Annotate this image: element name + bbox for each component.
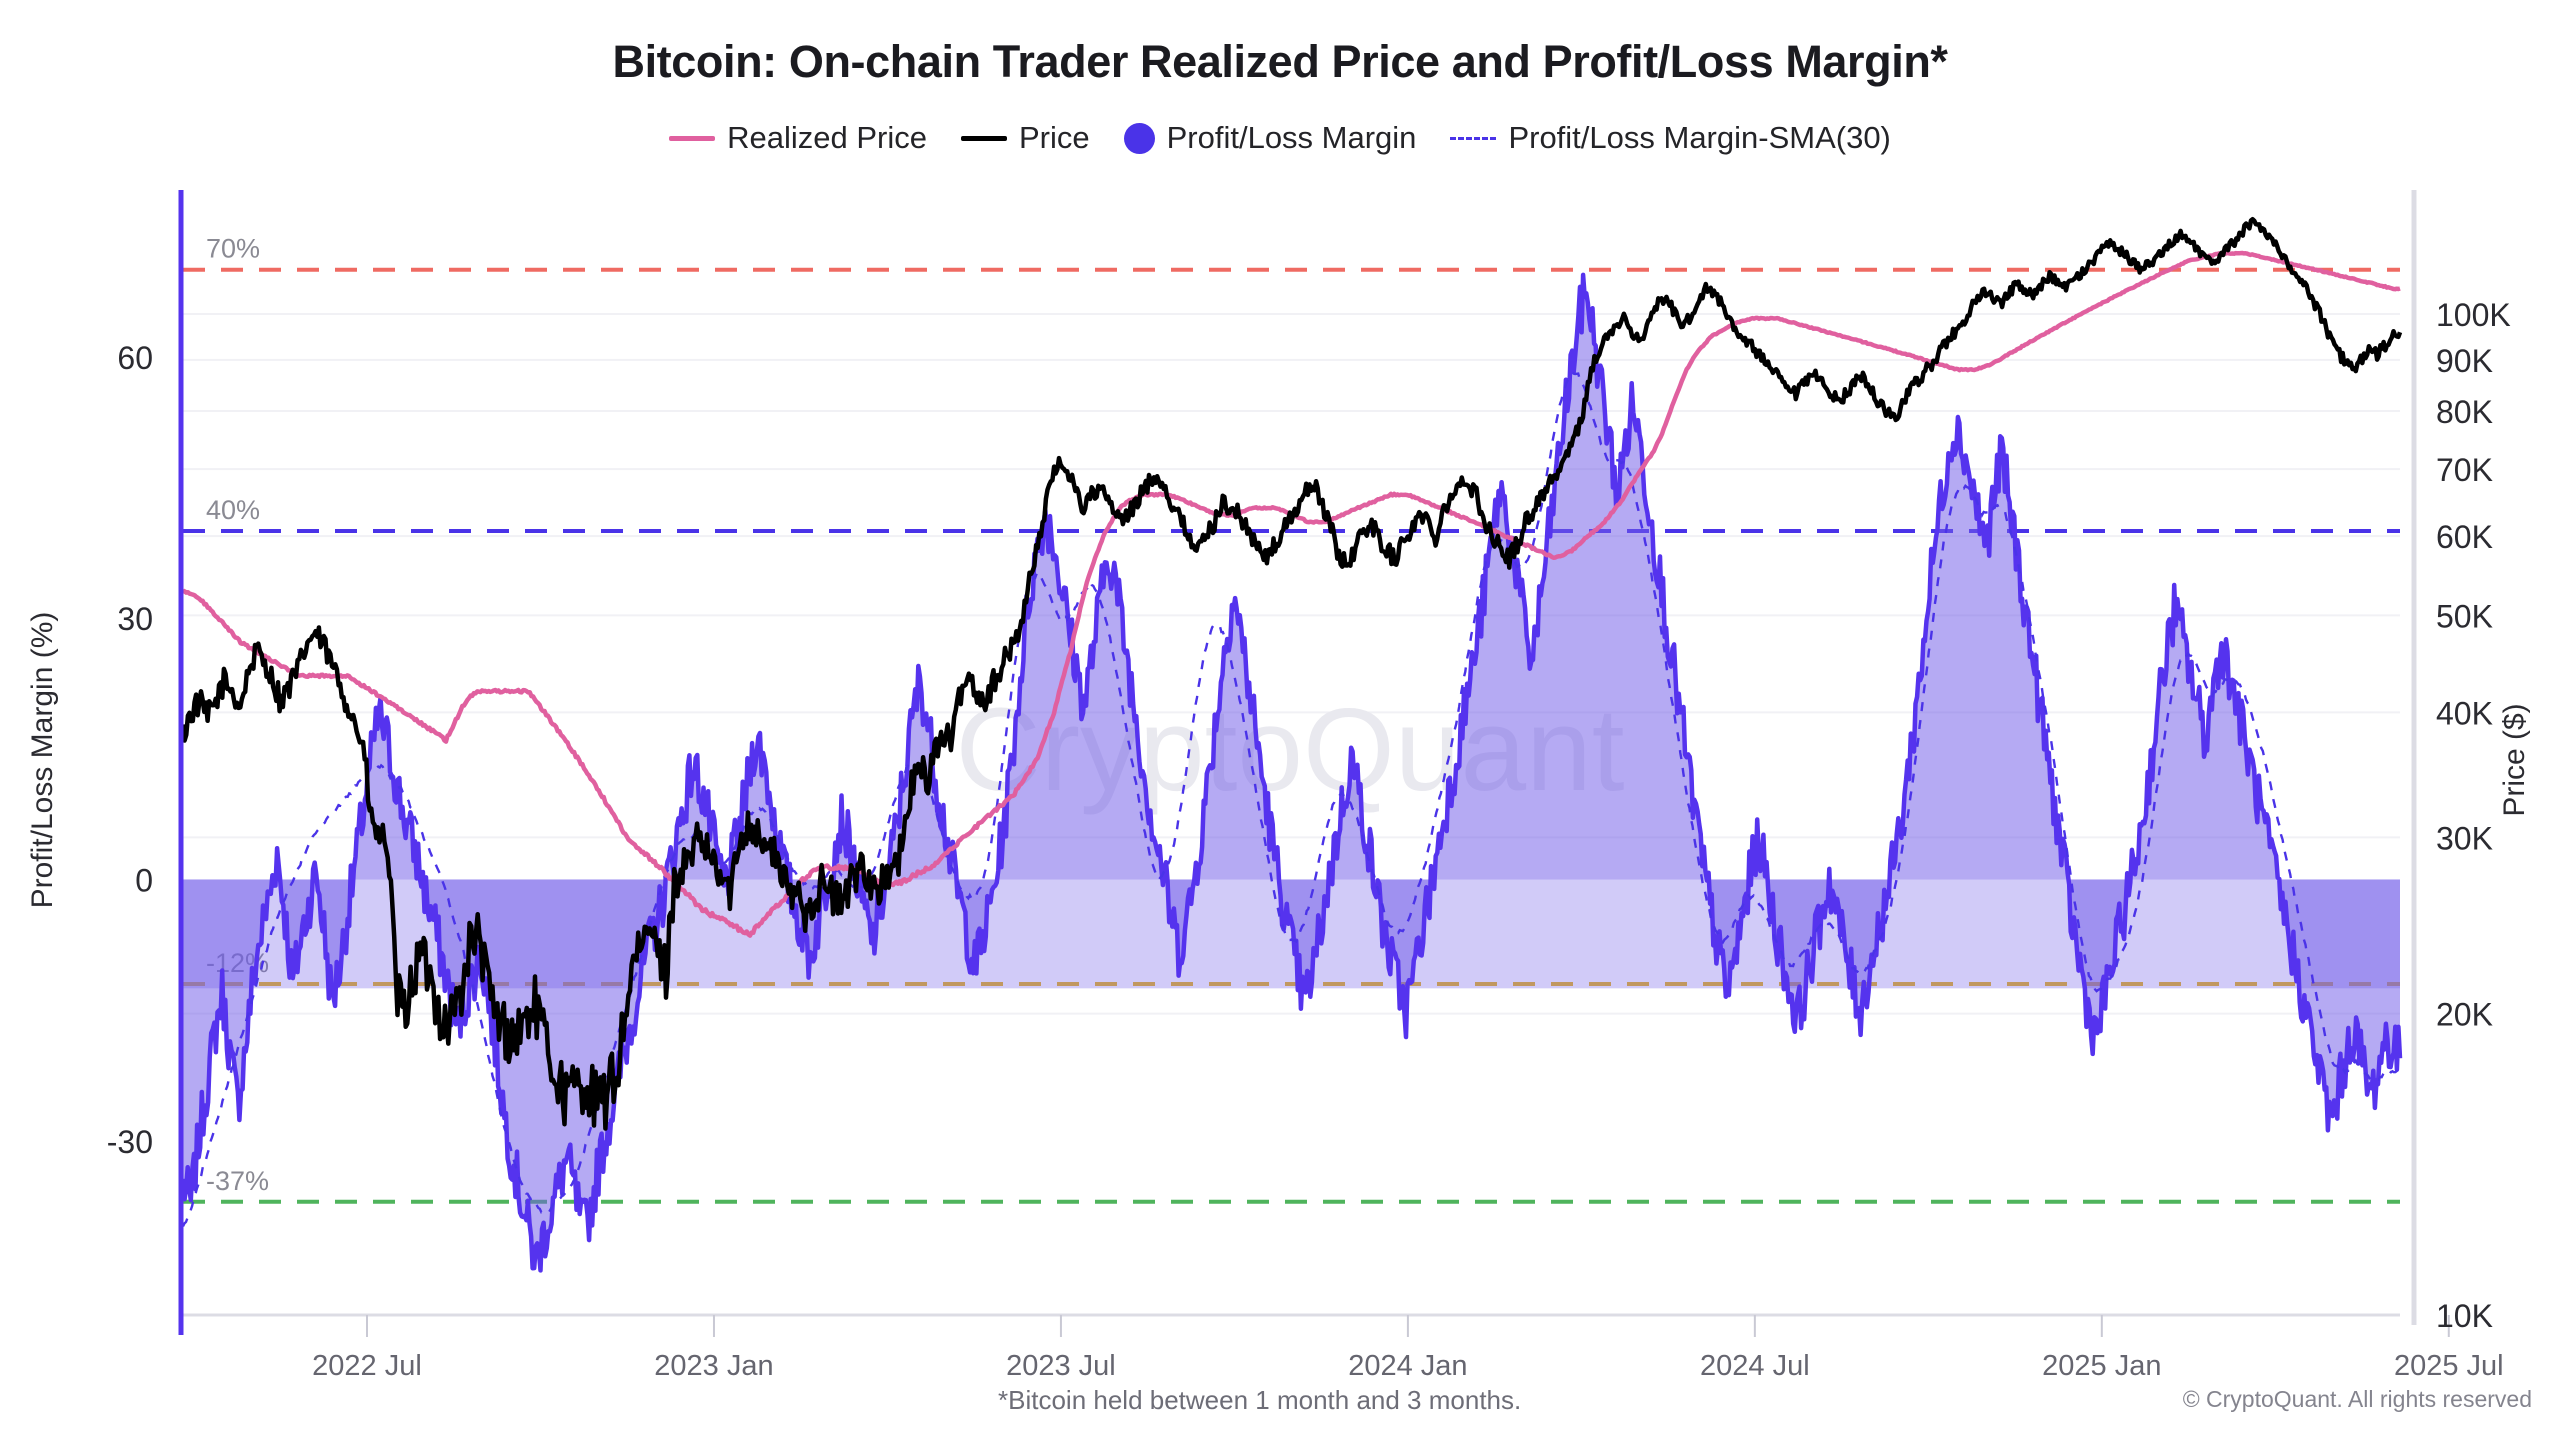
legend-label: Price	[1018, 120, 1090, 155]
copyright: © CryptoQuant. All rights reserved	[2182, 1386, 2532, 1412]
x-tick-label: 2025 Jul	[2394, 1350, 2504, 1382]
margin-area	[183, 274, 2400, 1271]
legend-item-profit-loss-margin-sma[interactable]: Profit/Loss Margin-SMA(30)	[1450, 120, 1891, 156]
margin-sma-line	[181, 371, 2401, 1227]
threshold-label: -37%	[206, 1166, 269, 1196]
axis-labels: 60 30 0 -30 Profit/Loss Margin (%) 100K 90K 80K…	[26, 297, 2531, 1382]
y-right-axis-title: Price ($)	[2498, 703, 2531, 816]
x-tick-label: 2024 Jul	[1700, 1350, 1810, 1382]
legend-label: Profit/Loss Margin-SMA(30)	[1508, 120, 1891, 155]
x-tick-label: 2023 Jan	[654, 1350, 773, 1382]
x-tick-label: 2023 Jul	[1006, 1350, 1116, 1382]
threshold-label: 70%	[206, 234, 260, 264]
price-line-icon	[960, 135, 1007, 141]
chart-legend: Realized Price Price Profit/Loss Margin …	[0, 120, 2560, 156]
y-right-tick-label: 100K	[2436, 297, 2511, 333]
y-right-tick-label: 80K	[2436, 394, 2493, 430]
y-right-tick-label: 50K	[2436, 598, 2493, 634]
y-right-tick-label: 40K	[2436, 695, 2493, 731]
realized-price-line	[181, 250, 2401, 938]
series-layer	[180, 216, 2403, 1273]
y-right-tick-label: 60K	[2436, 519, 2493, 555]
x-tick-label: 2022 Jul	[312, 1350, 422, 1382]
x-tick-label: 2024 Jan	[1348, 1350, 1467, 1382]
legend-label: Realized Price	[727, 120, 927, 155]
y-right-tick-label: 90K	[2436, 343, 2493, 379]
legend-item-profit-loss-margin[interactable]: Profit/Loss Margin	[1123, 120, 1417, 156]
gridlines	[183, 313, 2450, 1337]
realized-price-line-icon	[669, 135, 716, 141]
y-right-tick-label: 30K	[2436, 820, 2493, 856]
threshold-label: 40%	[206, 495, 260, 525]
y-right-tick-label: 10K	[2436, 1298, 2493, 1334]
page-title: Bitcoin: On-chain Trader Realized Price …	[612, 36, 1948, 87]
y-right-tick-label: 70K	[2436, 452, 2493, 488]
footnote: *Bitcoin held between 1 month and 3 mont…	[998, 1385, 1522, 1415]
margin-sma-dashed-icon	[1450, 136, 1497, 140]
y-right-tick-label: 20K	[2436, 997, 2493, 1033]
legend-item-price[interactable]: Price	[960, 120, 1090, 156]
y-left-tick-label: 30	[117, 601, 153, 637]
y-left-tick-label: 60	[117, 340, 153, 376]
y-left-tick-label: -30	[107, 1124, 153, 1160]
legend-item-realized-price[interactable]: Realized Price	[669, 120, 927, 156]
margin-dot-icon	[1123, 122, 1155, 154]
y-left-tick-label: 0	[135, 862, 153, 898]
legend-label: Profit/Loss Margin	[1166, 120, 1417, 155]
axis-layer	[178, 190, 2417, 1335]
price-line	[180, 216, 2403, 1131]
x-tick-label: 2025 Jan	[2042, 1350, 2161, 1382]
y-left-axis-title: Profit/Loss Margin (%)	[26, 612, 59, 909]
